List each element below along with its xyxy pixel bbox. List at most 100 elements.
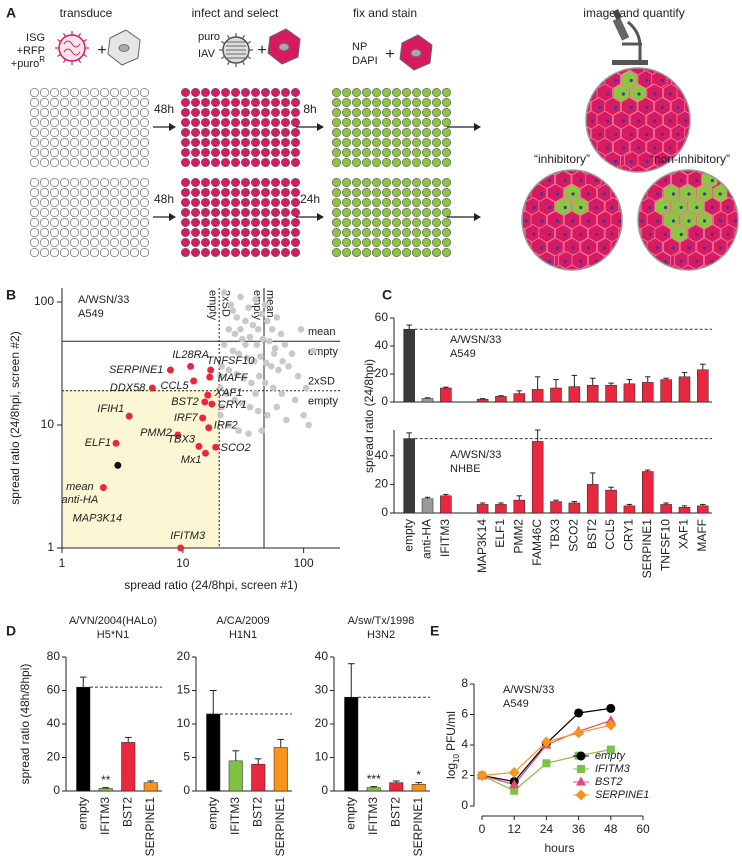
tissue-nucleus	[665, 273, 668, 276]
tissue-nucleus	[723, 52, 726, 55]
tissue-cell	[478, 252, 494, 270]
tissue-nucleus	[711, 314, 714, 317]
well	[231, 158, 241, 168]
tissue-nucleus	[695, 314, 698, 317]
well	[341, 98, 351, 108]
tissue-nucleus	[656, 273, 659, 276]
well	[120, 118, 130, 128]
well	[371, 128, 381, 138]
well	[130, 138, 140, 148]
tissue-cell	[471, 265, 487, 283]
y-tick-label: 20	[375, 366, 389, 380]
tissue-cell	[471, 157, 487, 175]
well	[130, 188, 140, 198]
tissue-nucleus	[517, 260, 520, 263]
well	[371, 88, 381, 98]
tissue-nucleus	[571, 273, 574, 276]
well	[270, 208, 280, 218]
step-title: image and quantify	[583, 6, 684, 20]
well	[110, 248, 120, 258]
tissue-cell	[713, 292, 729, 310]
scatter-point	[288, 350, 296, 357]
scatter-point	[177, 544, 185, 552]
tissue-cell	[727, 292, 742, 310]
bar	[344, 696, 359, 792]
well	[221, 128, 231, 138]
well	[100, 188, 110, 198]
well	[290, 198, 300, 208]
tissue-cell	[718, 117, 734, 135]
x-tick-label: 24	[540, 822, 554, 836]
well	[39, 188, 49, 198]
well	[241, 158, 251, 168]
x-tick-label: BST2	[585, 519, 599, 549]
scatter-point	[225, 326, 233, 333]
scatter-point	[223, 390, 230, 397]
tissue-cell	[684, 70, 690, 89]
tissue-cell	[732, 71, 742, 89]
point-label: anti-HA	[62, 494, 99, 506]
well	[70, 98, 80, 108]
tissue-nucleus	[540, 219, 544, 223]
tissue-cell	[712, 264, 730, 270]
well	[191, 178, 201, 188]
tissue-nucleus	[695, 125, 698, 128]
well	[290, 138, 300, 148]
well	[140, 118, 150, 128]
tissue-cell	[501, 238, 517, 256]
tissue-cell	[600, 292, 616, 310]
well	[351, 98, 361, 108]
tissue-cell	[617, 292, 633, 310]
well	[371, 228, 381, 238]
tissue-nucleus	[555, 192, 560, 196]
tissue-cell	[478, 117, 494, 135]
well	[231, 238, 241, 248]
well	[241, 128, 251, 138]
well	[241, 138, 251, 148]
tissue-nucleus	[637, 146, 641, 150]
well	[100, 118, 110, 128]
well	[331, 208, 341, 218]
well	[280, 158, 290, 168]
well	[211, 198, 221, 208]
bar	[586, 484, 599, 514]
well	[90, 178, 100, 188]
x-tick-label: BST2	[250, 797, 264, 827]
y-tick-label: 100	[34, 294, 54, 308]
tissue-cell	[558, 71, 574, 89]
tissue-nucleus	[702, 219, 707, 223]
tissue-nucleus	[606, 38, 609, 41]
tissue-cell	[567, 57, 583, 75]
well	[59, 238, 69, 248]
tissue-nucleus	[586, 105, 587, 110]
x-tick-label: empty	[75, 797, 89, 830]
tissue-nucleus	[564, 287, 567, 290]
x-tick-label: 10	[176, 556, 190, 570]
tissue-cell	[663, 237, 680, 257]
scatter-point	[227, 301, 235, 309]
well	[251, 248, 261, 258]
tissue-nucleus	[603, 273, 606, 276]
scatter-point	[283, 416, 290, 424]
tissue-nucleus	[687, 192, 691, 196]
x-tick-label: SCO2	[567, 519, 581, 552]
y-tick-label: 10	[315, 750, 329, 764]
y-tick-label: 20	[47, 750, 61, 764]
tissue-cell	[701, 71, 717, 89]
tissue-nucleus	[668, 68, 672, 69]
tissue-nucleus	[710, 205, 714, 210]
well	[231, 128, 241, 138]
tissue-nucleus	[509, 273, 512, 276]
scatter-point	[294, 372, 302, 380]
chart-title: A/sw/Tx/1998	[348, 615, 415, 627]
tissue-cell	[572, 306, 588, 324]
x-tick-label: XAF1	[677, 519, 691, 549]
well	[361, 108, 371, 118]
tissue-nucleus	[614, 78, 618, 83]
marker	[605, 719, 617, 731]
x-tick-label: SERPINE1	[411, 797, 425, 857]
outcome-label: “non-inhibitory”	[650, 152, 730, 166]
scatter-point	[253, 341, 261, 348]
tissue-cell	[718, 71, 734, 89]
tissue-nucleus	[470, 233, 473, 236]
